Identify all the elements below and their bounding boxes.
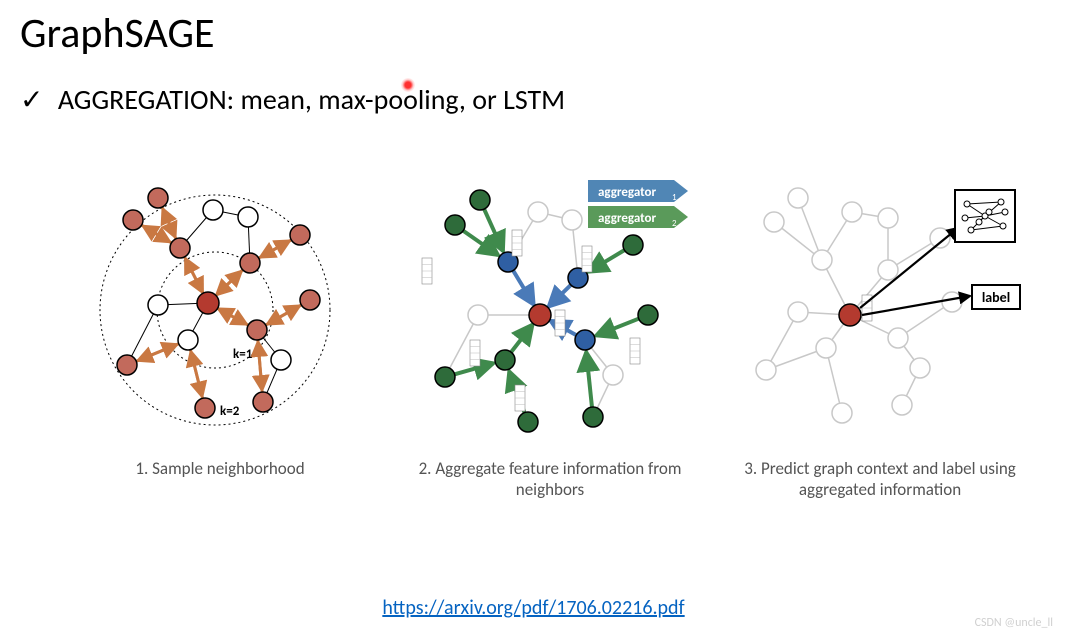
svg-text:aggregator: aggregator xyxy=(598,211,656,226)
panel-3-caption: 3. Predict graph context and label using… xyxy=(730,458,1030,501)
watermark: CSDN @uncle_ll xyxy=(975,616,1053,630)
panel-1: k=1 k=2 1. Sample neighborhood xyxy=(70,170,370,540)
slide-title: GraphSAGE xyxy=(20,8,215,59)
svg-text:label: label xyxy=(982,289,1010,306)
svg-text:1: 1 xyxy=(672,192,677,203)
panel-3: label 3. Predict graph context and label… xyxy=(730,170,1030,540)
source-link[interactable]: https://arxiv.org/pdf/1706.02216.pdf xyxy=(0,596,1067,620)
panel-2: aggregator 1 aggregator 2 2. Aggregate feat… xyxy=(400,170,700,540)
subtitle-text: AGGREGATION: mean, max-pooling, or LSTM xyxy=(58,82,565,117)
panel-1-caption: 1. Sample neighborhood xyxy=(70,458,370,479)
svg-text:k=1: k=1 xyxy=(233,347,253,362)
subtitle: ✓ AGGREGATION: mean, max-pooling, or LST… xyxy=(20,82,565,117)
panel-1-svg: k=1 k=2 xyxy=(85,170,355,450)
svg-text:2: 2 xyxy=(672,218,677,229)
panel-2-svg: aggregator 1 aggregator 2 xyxy=(400,170,700,450)
check-icon: ✓ xyxy=(20,84,43,115)
figure-panels: k=1 k=2 1. Sample neighborhood aggregator… xyxy=(70,170,1030,540)
panel-2-caption: 2. Aggregate feature information from ne… xyxy=(400,458,700,501)
laser-pointer xyxy=(401,78,415,92)
panel-3-svg: label xyxy=(730,170,1030,450)
svg-text:aggregator: aggregator xyxy=(598,185,656,200)
svg-text:k=2: k=2 xyxy=(220,404,240,419)
